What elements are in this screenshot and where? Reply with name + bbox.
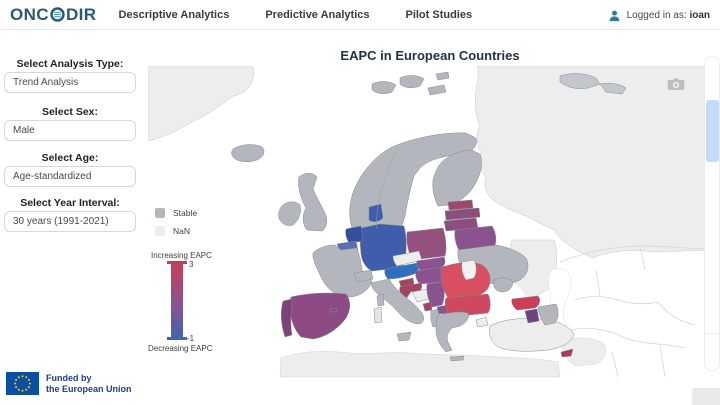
country-iceland[interactable] bbox=[231, 144, 265, 162]
nan-swatch bbox=[155, 226, 165, 236]
nan-label: NaN bbox=[173, 226, 191, 236]
colorbar-gradient bbox=[171, 264, 183, 337]
country-armenia[interactable] bbox=[524, 308, 540, 324]
country-cyprus[interactable] bbox=[560, 348, 574, 358]
stable-label: Stable bbox=[173, 208, 198, 218]
main-nav: Descriptive Analytics Predictive Analyti… bbox=[118, 9, 472, 21]
user-icon bbox=[609, 10, 619, 21]
italy-sicily[interactable] bbox=[396, 331, 412, 342]
username: ioan bbox=[689, 9, 710, 21]
central-asia-borders bbox=[559, 245, 712, 378]
country-azerbaijan[interactable] bbox=[537, 303, 559, 326]
country-georgia[interactable] bbox=[511, 295, 540, 311]
europe-choropleth-map bbox=[148, 66, 712, 378]
bottom-right-panel-edge bbox=[692, 388, 720, 405]
svalbard-islands bbox=[371, 71, 450, 96]
download-plot-icon[interactable] bbox=[667, 77, 685, 91]
analysis-type-label: Select Analysis Type: bbox=[16, 58, 124, 70]
colorbar-bottom-label: Decreasing EAPC bbox=[148, 344, 213, 353]
age-label: Select Age: bbox=[41, 152, 99, 164]
sex-select[interactable]: Male bbox=[4, 120, 136, 141]
spain-balearics[interactable] bbox=[329, 307, 338, 313]
norway-sweden-border bbox=[376, 148, 398, 230]
logged-in-text: Logged in as: ioan bbox=[626, 9, 710, 21]
logo-text-pre: ONC bbox=[10, 4, 49, 24]
country-portugal[interactable] bbox=[281, 298, 293, 338]
legend-item-stable: Stable bbox=[155, 208, 197, 218]
region-north-africa bbox=[279, 351, 561, 378]
country-turkey-thrace[interactable] bbox=[475, 316, 489, 328]
scrollbar-divider bbox=[705, 333, 719, 334]
age-select[interactable]: Age-standardized bbox=[4, 166, 136, 187]
filter-sidebar: Select Analysis Type: Trend Analysis Sel… bbox=[0, 30, 145, 375]
dna-o-icon bbox=[50, 7, 65, 22]
country-netherlands[interactable] bbox=[345, 225, 364, 244]
country-greenland[interactable] bbox=[148, 66, 254, 142]
colorbar-max-tick: 3 bbox=[189, 260, 194, 269]
sex-label: Select Sex: bbox=[41, 106, 99, 118]
country-bulgaria[interactable] bbox=[444, 293, 491, 318]
country-switzerland[interactable] bbox=[353, 269, 374, 283]
legend-item-nan: NaN bbox=[155, 226, 190, 236]
colorbar-top-label: Increasing EAPC bbox=[151, 251, 212, 260]
france-corsica[interactable] bbox=[376, 293, 385, 307]
stable-swatch bbox=[155, 208, 165, 218]
user-status: Logged in as: ioan bbox=[608, 0, 710, 30]
eu-flag bbox=[6, 372, 39, 395]
logo-text-post: DIR bbox=[65, 4, 97, 24]
colorbar-bottom-cap bbox=[167, 337, 187, 340]
eu-flag-stars bbox=[14, 375, 31, 392]
eu-funding-text: Funded by the European Union bbox=[46, 372, 132, 394]
country-latvia[interactable] bbox=[444, 207, 481, 221]
country-russia[interactable] bbox=[475, 66, 712, 259]
country-crimea[interactable] bbox=[493, 277, 513, 293]
colorbar-min-tick: -1 bbox=[187, 334, 195, 343]
country-united-kingdom[interactable] bbox=[298, 173, 327, 232]
top-navbar: ONC DIR Descriptive Analytics Predictive… bbox=[0, 0, 720, 30]
colorbar-top-cap bbox=[167, 261, 187, 264]
greece-crete[interactable] bbox=[449, 355, 465, 362]
country-montenegro[interactable] bbox=[422, 301, 433, 312]
year-interval-label: Select Year Interval: bbox=[20, 197, 120, 209]
baltic-sea bbox=[390, 164, 470, 233]
country-finland[interactable] bbox=[432, 149, 482, 207]
sardinia bbox=[373, 306, 383, 324]
nav-pilot-studies[interactable]: Pilot Studies bbox=[405, 8, 473, 21]
country-ireland[interactable] bbox=[278, 201, 301, 226]
map-title: EAPC in European Countries bbox=[340, 48, 520, 63]
scrollbar-thumb[interactable] bbox=[705, 100, 719, 162]
country-estonia[interactable] bbox=[447, 199, 474, 211]
nav-predictive-analytics[interactable]: Predictive Analytics bbox=[265, 8, 370, 21]
novaya-zemlya bbox=[559, 73, 627, 95]
eu-funding-footer: Funded by the European Union bbox=[6, 372, 132, 395]
app-logo[interactable]: ONC DIR bbox=[10, 5, 96, 25]
nav-descriptive-analytics[interactable]: Descriptive Analytics bbox=[118, 8, 230, 21]
year-interval-select[interactable]: 30 years (1991-2021) bbox=[4, 211, 136, 232]
countries-layer bbox=[231, 71, 627, 362]
country-denmark[interactable] bbox=[368, 203, 384, 222]
country-greece[interactable] bbox=[435, 311, 469, 353]
country-france[interactable] bbox=[312, 244, 373, 298]
country-moldova[interactable] bbox=[461, 259, 477, 281]
analysis-type-select[interactable]: Trend Analysis bbox=[4, 72, 136, 93]
country-italy[interactable] bbox=[370, 278, 424, 325]
